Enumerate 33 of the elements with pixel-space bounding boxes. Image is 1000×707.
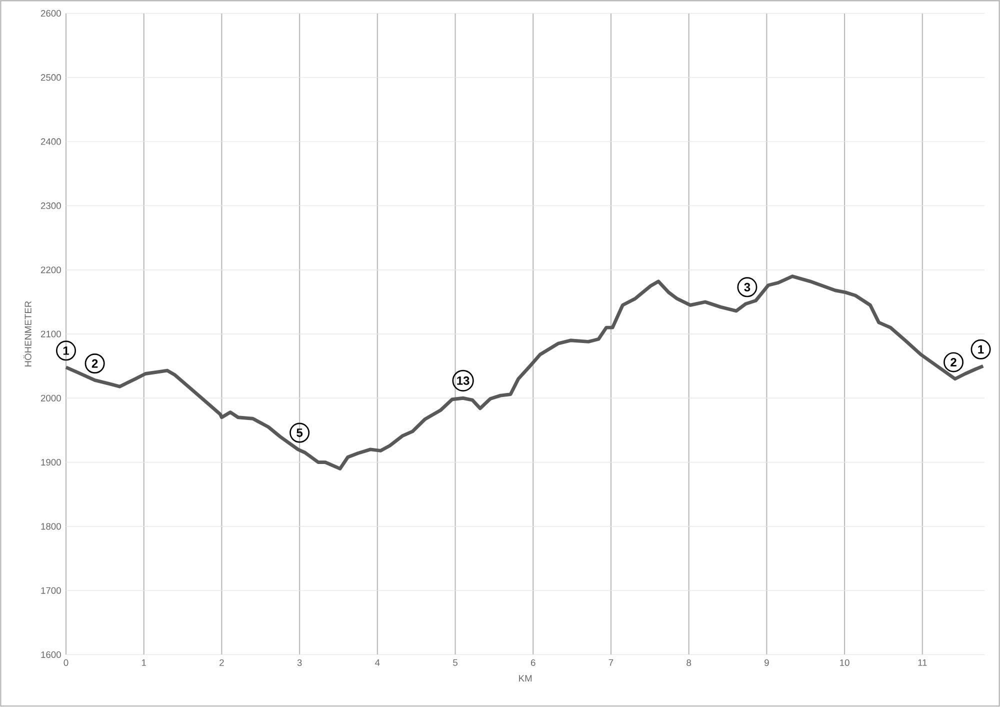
y-tick-label: 2000	[40, 395, 61, 402]
line-series	[64, 274, 985, 471]
x-tick-label: 11	[918, 660, 927, 666]
y-tick-label: 2100	[40, 330, 61, 338]
x-axis-title: KM	[519, 675, 532, 682]
y-tick-label: 2400	[40, 138, 61, 146]
x-tick-label: 3	[297, 660, 302, 666]
x-tick-label: 7	[608, 660, 614, 666]
x-tick-label: 10	[840, 660, 850, 666]
y-tick-label: 1800	[41, 523, 61, 530]
y-tick-label: 2600	[40, 10, 61, 17]
y-axis-title: HÖHENMETER	[23, 301, 32, 367]
y-tick-label: 1600	[41, 652, 61, 658]
x-tick-label: 4	[375, 660, 380, 666]
x-tick-label: 9	[764, 660, 769, 666]
y-tick-label: 2500	[40, 74, 61, 81]
annotation: 13	[457, 376, 470, 386]
annotation: 2	[950, 358, 956, 367]
annotation: 1	[978, 345, 984, 354]
x-tick-label: 5	[453, 660, 458, 666]
annotation: 2	[92, 359, 98, 368]
x-tick-label: 6	[531, 660, 536, 666]
x-tick-label: 2	[220, 660, 224, 666]
x-tick-label: 1	[142, 660, 146, 666]
y-tick-label: 1900	[41, 459, 61, 466]
x-tick-label: 8	[686, 660, 692, 666]
y-tick-label: 2200	[40, 266, 61, 274]
annotation: 3	[744, 283, 750, 292]
y-tick-label: 2300	[40, 202, 61, 210]
x-tick-label: 0	[64, 660, 68, 666]
annotation: 1	[63, 346, 70, 355]
y-tick-label: 1700	[41, 587, 61, 594]
annotation: 5	[296, 428, 303, 438]
